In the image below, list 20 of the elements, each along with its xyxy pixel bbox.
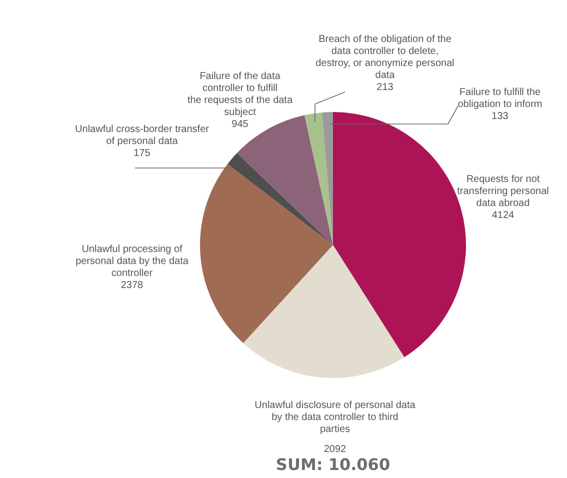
data-label: 175 (134, 148, 151, 159)
data-label: 945 (232, 119, 249, 130)
data-label: 2378 (120, 280, 144, 291)
slice-label: Unlawful disclosure of personal data by the data controller to third parties (254, 400, 416, 435)
data-label: 2092 (324, 444, 347, 455)
slice-label: Unlawful processing of personal data by the data controller (76, 244, 189, 279)
slice-label: Failure of the data controller to fulfill the requests of the data subject (187, 71, 293, 118)
slice-label: Breach of the obligation of the data controller to delete, destroy, or anonymize personal data (316, 34, 454, 81)
data-label: 213 (376, 82, 394, 93)
pie-slice (228, 152, 333, 245)
slice-label: Requests for not transferring personal data abroad (457, 174, 549, 209)
pie-slice (304, 112, 333, 245)
slice-label: Unlawful cross-border transfer of personal data (75, 124, 210, 147)
slice-label: Failure to fulfill the obligation to inform (458, 87, 542, 110)
pie-slice (243, 245, 404, 378)
pie-slice (322, 112, 333, 245)
data-label: 4124 (492, 210, 515, 221)
text: SUM: 10.060 (276, 455, 390, 474)
pie-slice (200, 164, 333, 344)
data-label: 133 (492, 111, 509, 122)
